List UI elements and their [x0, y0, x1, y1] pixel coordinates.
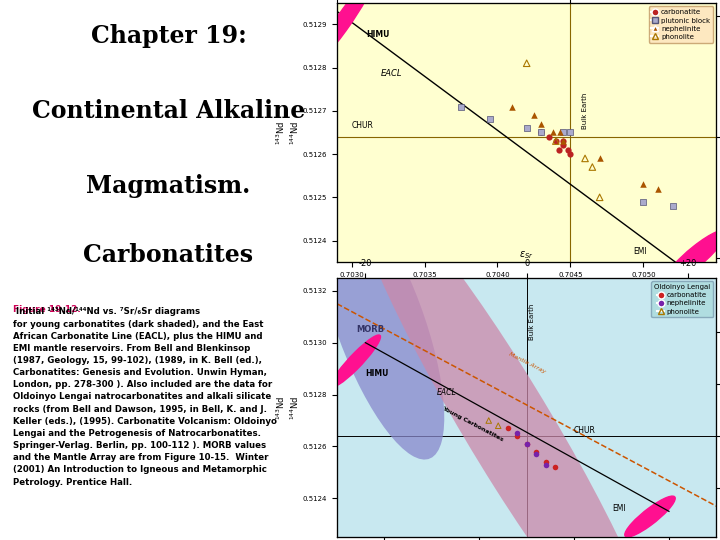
Text: Chapter 19:: Chapter 19: — [91, 24, 246, 48]
Point — [557, 141, 569, 150]
Point — [511, 429, 523, 438]
Text: MORB: MORB — [356, 325, 384, 334]
Point — [587, 163, 598, 171]
Text: Continental Alkaline: Continental Alkaline — [32, 99, 305, 123]
Point — [594, 193, 606, 201]
Ellipse shape — [315, 184, 444, 460]
Text: Carbonatites: Carbonatites — [84, 243, 253, 267]
Point — [536, 119, 547, 128]
Text: EACL: EACL — [436, 388, 456, 396]
Point — [511, 432, 523, 441]
Point — [580, 154, 591, 163]
Legend: carbonatite, plutonic block, nephelinite, phonolite: carbonatite, plutonic block, nephelinite… — [649, 6, 713, 43]
Point — [540, 460, 552, 469]
Point — [531, 447, 542, 456]
Text: Bulk Earth: Bulk Earth — [582, 93, 588, 129]
Point — [557, 137, 569, 145]
Text: HIMU: HIMU — [366, 369, 389, 379]
Ellipse shape — [625, 496, 675, 537]
Text: Bulk Earth: Bulk Earth — [528, 303, 534, 340]
Text: CHUR: CHUR — [351, 121, 374, 130]
Point — [455, 102, 467, 111]
Point — [594, 154, 606, 163]
Text: Initial ¹⁴³Nd/¹⁴⁴Nd vs. ⁷Sr/₆Sr diagrams
for young carbonatites (dark shaded), a: Initial ¹⁴³Nd/¹⁴⁴Nd vs. ⁷Sr/₆Sr diagrams… — [14, 307, 277, 487]
Point — [543, 132, 554, 141]
Ellipse shape — [351, 172, 665, 540]
Point — [506, 102, 518, 111]
Point — [521, 440, 532, 448]
Point — [638, 180, 649, 188]
Point — [521, 440, 532, 448]
Text: Magmatism.: Magmatism. — [86, 174, 251, 198]
Text: EACL: EACL — [381, 69, 402, 78]
Point — [531, 450, 542, 458]
Point — [492, 421, 504, 430]
X-axis label: $^{87}$Sr/$_{86}$Sr: $^{87}$Sr/$_{86}$Sr — [508, 279, 546, 293]
Text: EMI: EMI — [612, 504, 626, 514]
Point — [536, 128, 547, 137]
Legend: carbonatite, nephelinite, phonolite: carbonatite, nephelinite, phonolite — [651, 281, 713, 318]
Text: Figure 19.12.: Figure 19.12. — [14, 305, 81, 314]
X-axis label: $\varepsilon_{Sr}$: $\varepsilon_{Sr}$ — [519, 249, 534, 261]
Point — [540, 458, 552, 467]
Point — [550, 137, 562, 145]
Point — [638, 197, 649, 206]
Text: CHUR: CHUR — [574, 427, 596, 435]
Point — [557, 137, 569, 145]
Point — [521, 59, 532, 68]
Ellipse shape — [315, 0, 374, 63]
Y-axis label: $^{143}$Nd
$^{144}$Nd: $^{143}$Nd $^{144}$Nd — [274, 120, 302, 145]
Point — [557, 128, 569, 137]
Point — [483, 416, 495, 425]
Point — [547, 128, 559, 137]
Point — [521, 124, 532, 132]
Point — [667, 201, 678, 210]
Text: EMI: EMI — [633, 247, 647, 255]
Y-axis label: $^{143}$Nd
$^{144}$Nd: $^{143}$Nd $^{144}$Nd — [274, 395, 301, 420]
Point — [562, 145, 573, 154]
Point — [485, 115, 496, 124]
Point — [652, 184, 664, 193]
Point — [549, 463, 561, 471]
Point — [536, 128, 547, 137]
Point — [528, 111, 540, 119]
Text: Mantle Array: Mantle Array — [508, 352, 546, 375]
Text: HIMU: HIMU — [366, 30, 390, 39]
Point — [550, 137, 562, 145]
Point — [564, 150, 576, 158]
Point — [502, 424, 513, 433]
Text: Young Carbonatites: Young Carbonatites — [441, 406, 504, 442]
Ellipse shape — [331, 335, 380, 387]
Point — [564, 128, 576, 137]
Point — [553, 145, 564, 154]
Point — [554, 128, 566, 137]
Ellipse shape — [663, 230, 720, 286]
